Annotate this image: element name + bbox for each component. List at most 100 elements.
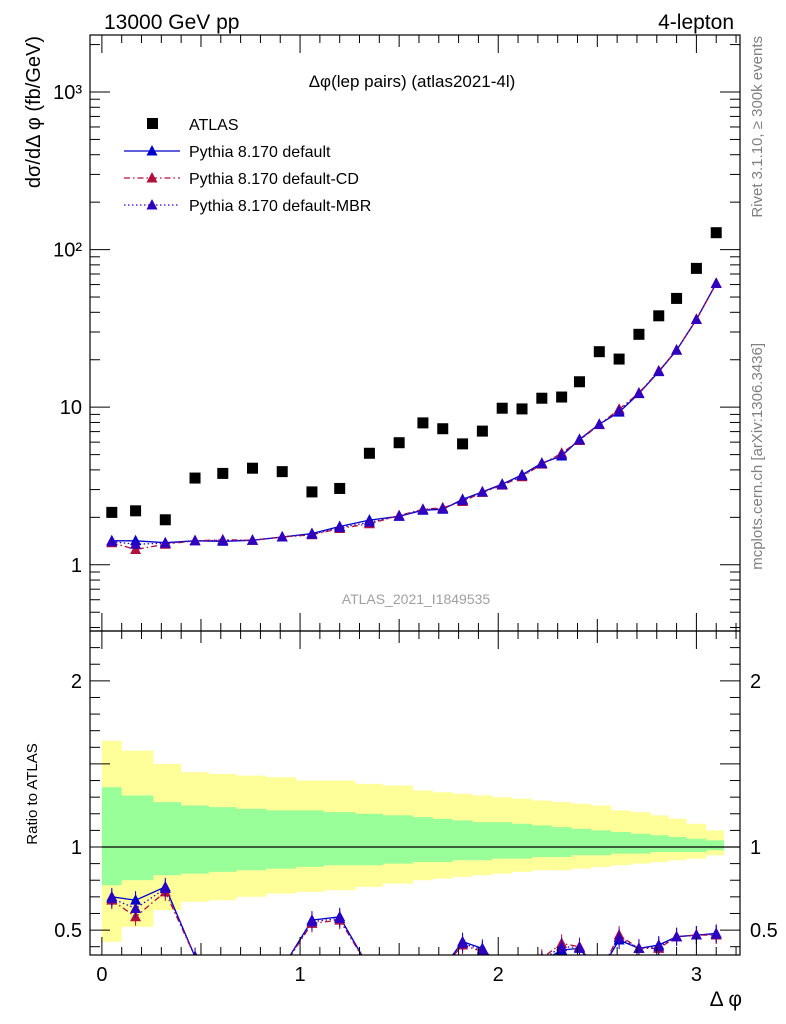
atlas-data-point — [593, 346, 605, 358]
legend-label: Pythia 8.170 default-MBR — [189, 198, 371, 215]
ratio-point-2 — [671, 930, 683, 942]
atlas-data-point — [130, 505, 142, 517]
ratio-point-0 — [277, 962, 288, 973]
x-tick-label: 3 — [691, 964, 702, 986]
legend-label: Pythia 8.170 default-CD — [189, 171, 359, 188]
mc-point-3 — [276, 531, 288, 542]
ratio-point-1 — [247, 966, 258, 977]
mc-point-3 — [417, 503, 429, 515]
main-title: Δφ(lep pairs) (atlas2021-4l) — [309, 72, 516, 91]
legend-entry: ATLAS — [147, 117, 239, 134]
ratio-point-2 — [277, 962, 288, 973]
ratio-point-0 — [437, 962, 448, 973]
legend-label: ATLAS — [189, 117, 239, 134]
ratio-point-2 — [690, 929, 702, 940]
mc-point-3 — [217, 534, 229, 545]
ratio-point-2 — [437, 962, 448, 973]
ratio-point-2 — [130, 902, 142, 913]
y-axis-label: dσ/dΔ φ (fb/GeV) — [23, 36, 45, 188]
header-left: 13000 GeV pp — [104, 11, 239, 34]
mc-point-2 — [130, 543, 142, 555]
atlas-data-point — [106, 506, 118, 518]
ratio-point-2 — [334, 912, 346, 923]
uncertainty-band-stat — [101, 787, 725, 886]
mc-point-3 — [536, 457, 548, 469]
atlas-data-point — [633, 328, 645, 340]
ratio-point-2 — [394, 964, 405, 975]
mc-point-3 — [710, 277, 722, 288]
atlas-data-point — [363, 447, 375, 459]
ratio-y-tick-label-right: 2 — [750, 671, 761, 693]
x-tick-label: 1 — [294, 964, 305, 986]
mc-point-3 — [690, 313, 702, 325]
mc-point-3 — [671, 344, 683, 355]
mc-point-3 — [306, 528, 318, 539]
legend-triangle-icon — [146, 172, 158, 183]
mc-point-3 — [516, 469, 528, 481]
atlas-data-point — [690, 262, 702, 274]
y-tick-label: 10² — [53, 240, 82, 262]
atlas-data-point — [189, 472, 201, 484]
mc-point-3 — [189, 534, 201, 546]
atlas-data-point — [556, 391, 568, 403]
ratio-point-2 — [364, 962, 375, 973]
legend-square-icon — [147, 118, 158, 129]
ratio-point-2 — [192, 950, 198, 955]
legend-triangle-icon — [146, 145, 158, 156]
mc-point-3 — [334, 521, 346, 533]
ratio-point-2 — [476, 944, 488, 955]
y-tick-label: 1 — [71, 555, 82, 577]
legend-entry: Pythia 8.170 default — [124, 144, 331, 161]
atlas-data-point — [247, 462, 258, 474]
ratio-point-2 — [573, 941, 585, 953]
atlas-data-point — [573, 376, 585, 388]
x-tick-label: 2 — [493, 964, 504, 986]
atlas-data-point — [306, 486, 318, 498]
ratio-point-1 — [277, 962, 288, 973]
ratio-point-2 — [417, 962, 428, 973]
ratio-point-2 — [247, 966, 258, 977]
ratio-point-0 — [364, 962, 375, 973]
legend-label: Pythia 8.170 default — [189, 144, 331, 161]
atlas-data-point — [536, 392, 548, 404]
atlas-data-point — [653, 310, 665, 322]
ratio-point-2 — [457, 937, 469, 948]
series-line-3 — [111, 283, 717, 545]
atlas-data-point — [476, 425, 488, 437]
ratio-panel: 0.5 0.5 1 1 2 2 0 1 2 3 Ratio to ATLAS Δ φ — [24, 630, 778, 1011]
mc-point-3 — [437, 502, 449, 514]
ratio-point-1 — [594, 967, 605, 978]
ratio-y-tick-label: 1 — [71, 837, 82, 859]
ratio-point-0 — [394, 964, 405, 975]
ratio-point-0 — [594, 967, 605, 978]
atlas-data-point — [613, 353, 625, 365]
header-right: 4-lepton — [658, 11, 734, 34]
mc-point-3 — [556, 448, 568, 460]
ratio-point-2 — [710, 928, 722, 939]
atlas-data-point — [437, 423, 449, 435]
mc-point-3 — [633, 387, 645, 398]
ratio-point-1 — [364, 962, 375, 973]
ratio-point-1 — [437, 962, 448, 973]
series-line-1 — [111, 283, 717, 544]
ratio-point-0 — [536, 956, 547, 967]
atlas-data-point — [457, 438, 469, 450]
mc-point-3 — [106, 535, 118, 547]
atlas-data-point — [276, 466, 288, 478]
ratio-point-0 — [517, 959, 528, 970]
legend-entry: Pythia 8.170 default-MBR — [124, 198, 371, 215]
mc-point-3 — [159, 537, 171, 548]
series-line-2 — [111, 283, 717, 551]
ratio-point-2 — [613, 931, 625, 943]
ratio-point-1 — [417, 962, 428, 973]
mc-point-3 — [496, 478, 508, 490]
mc-point-3 — [247, 534, 258, 545]
mcplots-label: mcplots.cern.ch [arXiv:1306.3436] — [749, 343, 766, 570]
mc-point-3 — [613, 404, 625, 416]
watermark: ATLAS_2021_I1849535 — [342, 591, 491, 607]
ratio-line-2 — [111, 887, 717, 955]
x-axis-label: Δ φ — [710, 988, 742, 1011]
atlas-data-point — [393, 437, 405, 449]
legend: ATLAS Pythia 8.170 default Pythia 8.170 de… — [124, 117, 371, 215]
atlas-data-point — [516, 403, 528, 415]
